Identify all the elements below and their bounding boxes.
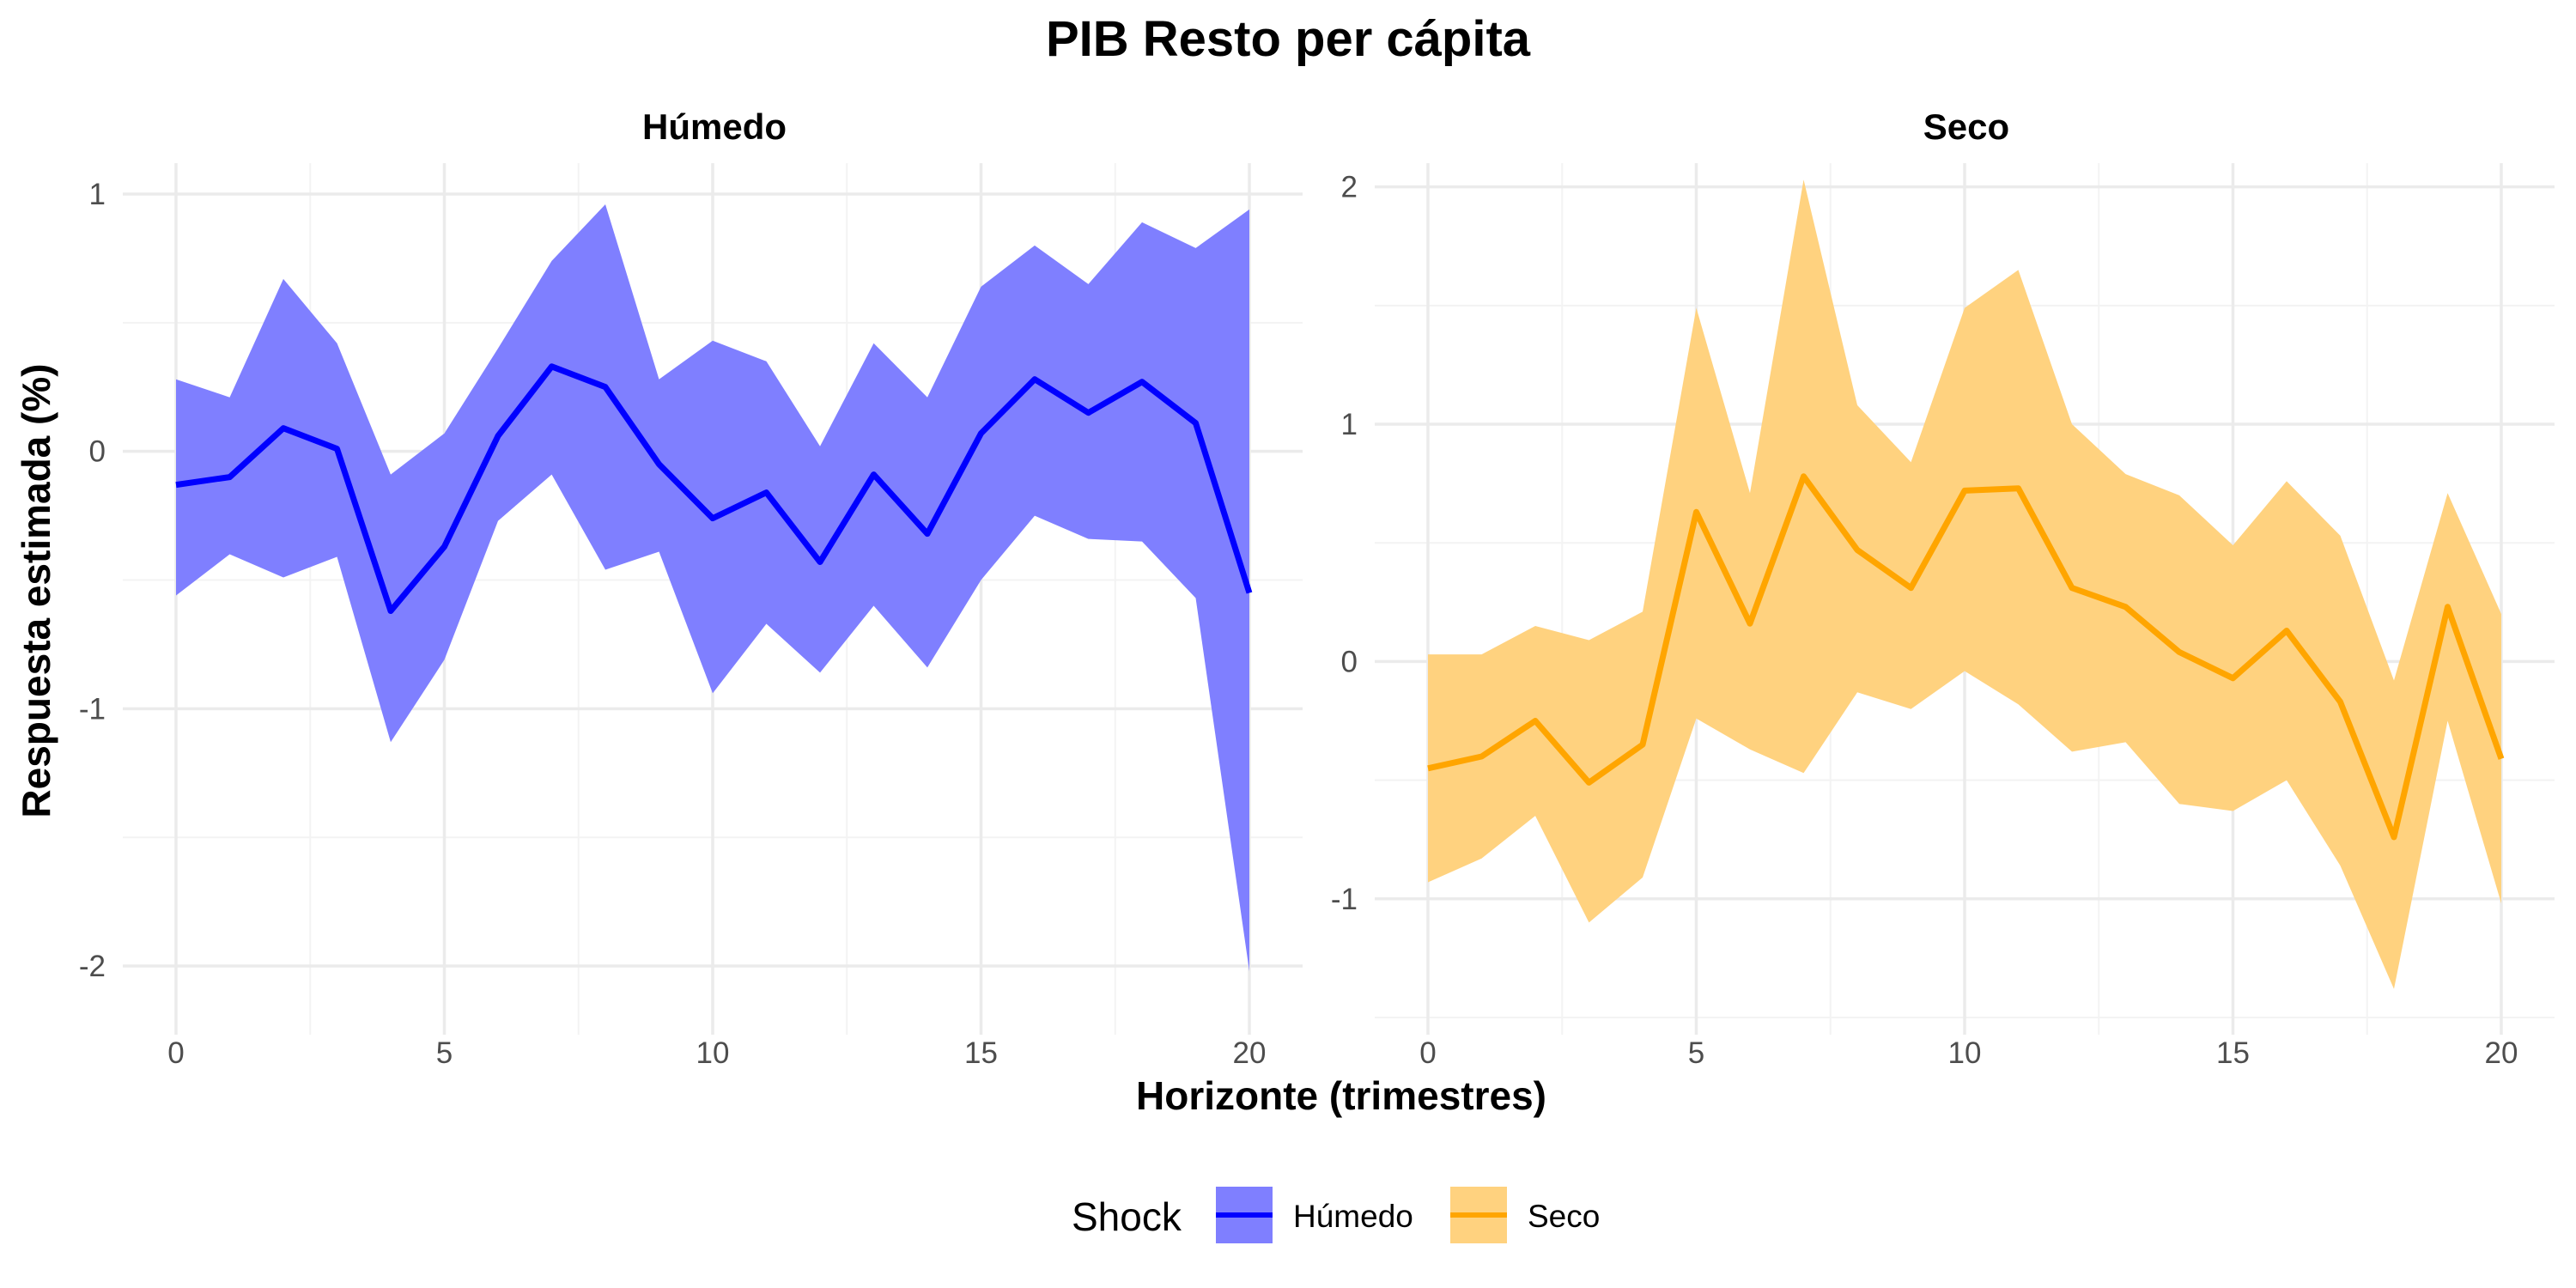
legend-item-humedo: Húmedo (1216, 1187, 1413, 1243)
y-tick-label: 2 (1341, 171, 1358, 204)
y-axis-title: Respuesta estimada (%) (14, 363, 58, 817)
y-tick-label: -1 (79, 692, 106, 726)
x-axis-title: Horizonte (trimestres) (1136, 1073, 1546, 1118)
legend: Shock Húmedo Seco (1072, 1187, 1600, 1243)
chart-title: PIB Resto per cápita (1046, 11, 1531, 67)
estimate-line (1427, 473, 2505, 841)
y-tick-label: 1 (89, 178, 106, 211)
x-tick-label: 15 (2216, 1036, 2250, 1070)
confidence-band (1428, 179, 2501, 989)
x-tick-label: 15 (964, 1036, 998, 1070)
legend-label-humedo: Húmedo (1293, 1199, 1413, 1234)
y-tick-label: -2 (79, 950, 106, 983)
x-tick-label: 20 (1233, 1036, 1267, 1070)
y-tick-label: 0 (1341, 645, 1358, 678)
estimate-line (175, 363, 1253, 614)
x-tick-label: 10 (1948, 1036, 1982, 1070)
legend-title: Shock (1072, 1194, 1182, 1239)
panel-strip-label: Húmedo (642, 106, 787, 147)
y-tick-label: 0 (89, 435, 106, 469)
y-tick-label: 1 (1341, 408, 1358, 441)
x-tick-label: 0 (1419, 1036, 1436, 1070)
x-tick-label: 10 (696, 1036, 730, 1070)
x-tick-label: 20 (2485, 1036, 2518, 1070)
x-tick-label: 5 (436, 1036, 453, 1070)
x-tick-label: 0 (167, 1036, 184, 1070)
panel-strip-label: Seco (1923, 106, 2009, 147)
legend-item-seco: Seco (1450, 1187, 1600, 1243)
confidence-band (176, 204, 1249, 972)
legend-label-seco: Seco (1528, 1199, 1600, 1234)
x-tick-label: 5 (1688, 1036, 1704, 1070)
y-tick-label: -1 (1331, 883, 1358, 916)
